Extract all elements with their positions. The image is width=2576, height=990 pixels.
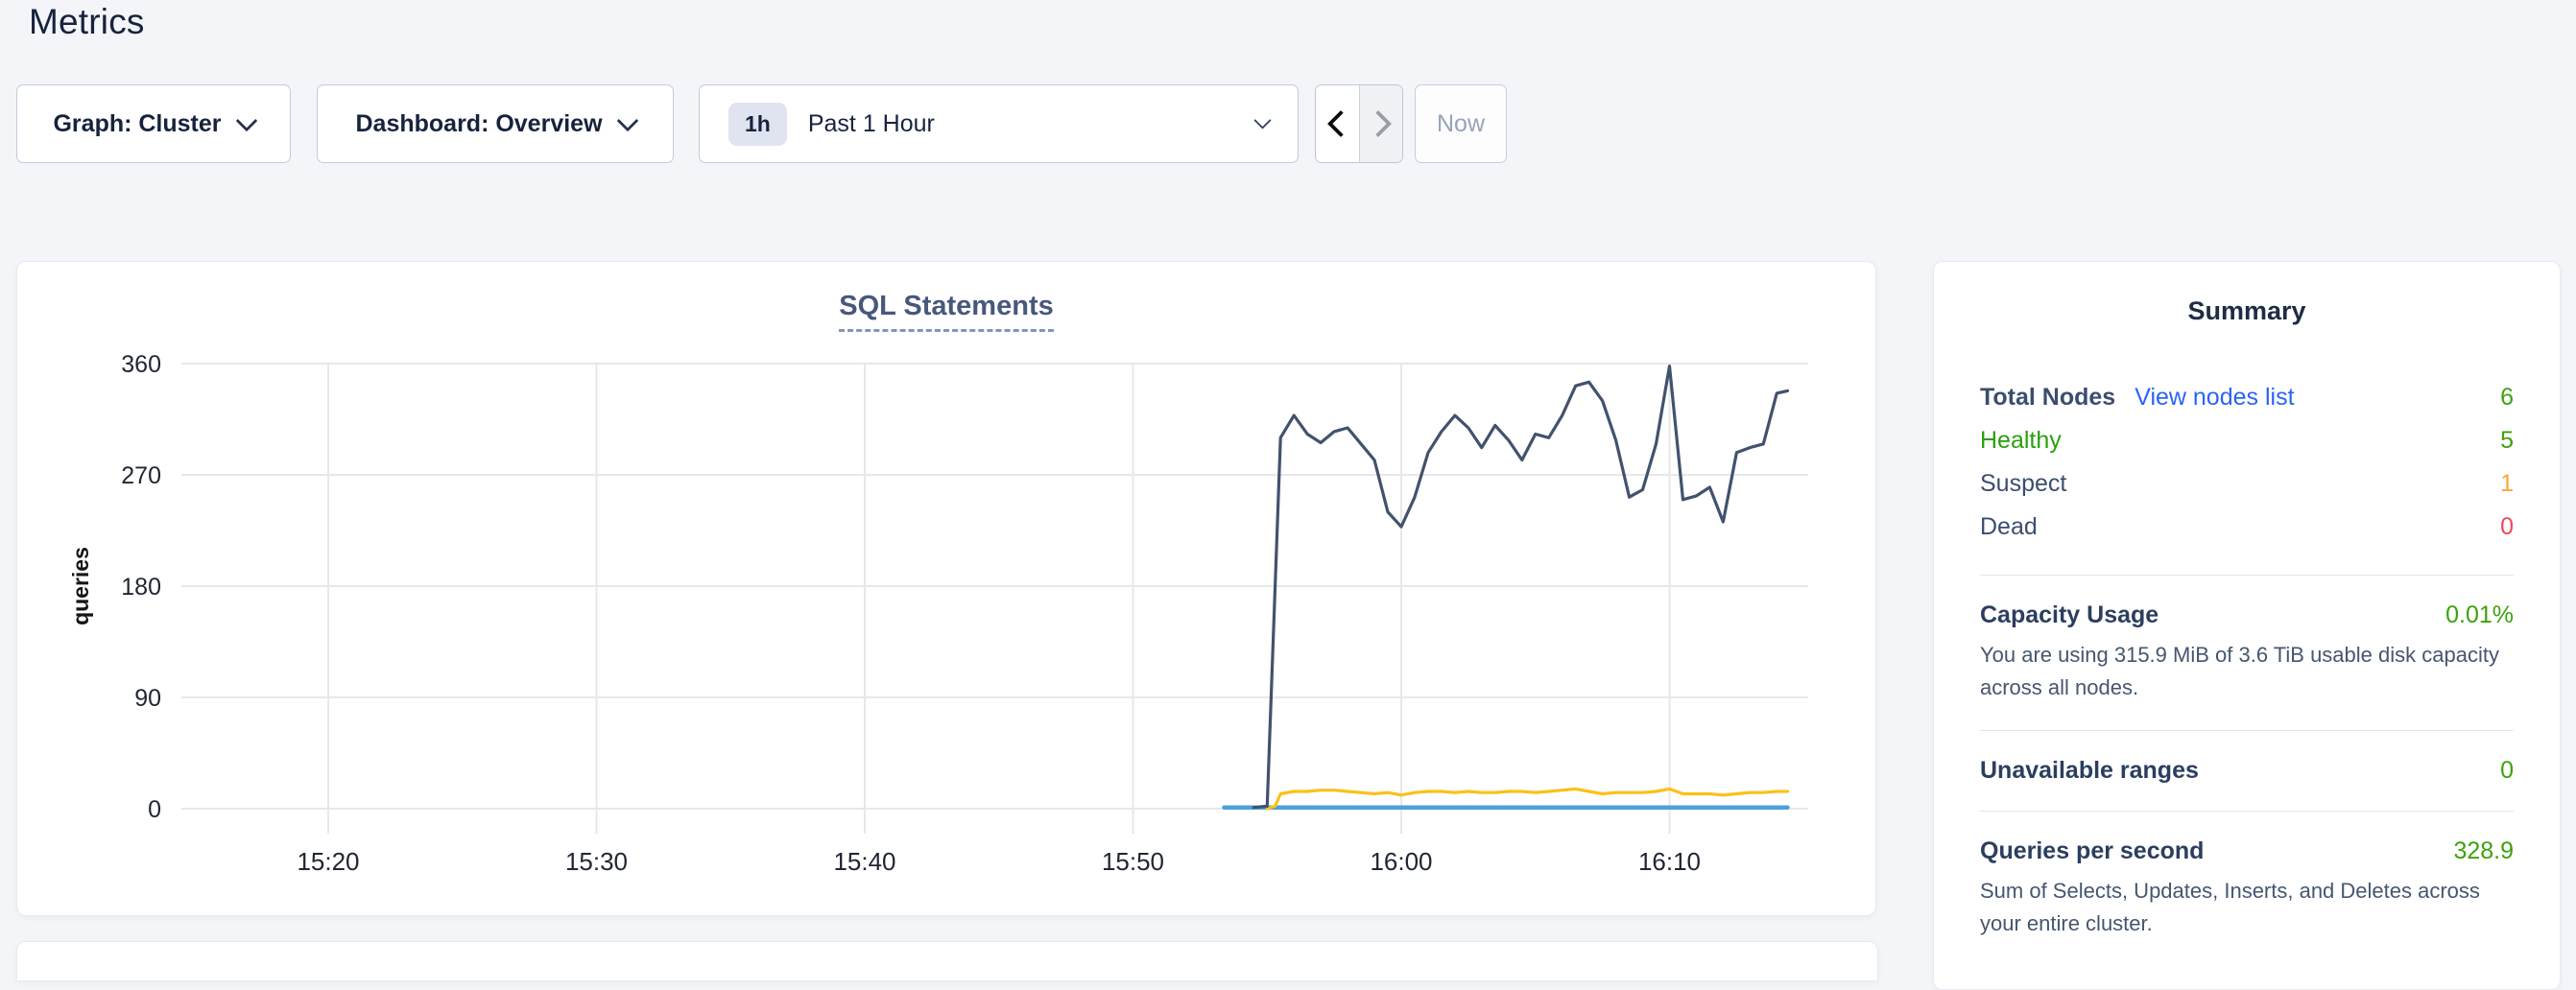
unavailable-ranges-label: Unavailable ranges xyxy=(1980,757,2199,784)
y-tick-label: 180 xyxy=(121,574,161,601)
queries-per-second-value: 328.9 xyxy=(2453,837,2514,864)
total-nodes-label: Total Nodes xyxy=(1980,384,2116,411)
view-nodes-list-link[interactable]: View nodes list xyxy=(2135,384,2295,411)
chevron-right-icon xyxy=(1364,109,1393,138)
divider xyxy=(1980,811,2514,812)
summary-panel: Summary Total Nodes View nodes list 6 He… xyxy=(1933,261,2561,990)
chevron-left-icon xyxy=(1326,109,1354,138)
y-axis-title: queries xyxy=(68,547,93,625)
time-forward-button[interactable] xyxy=(1359,85,1402,162)
capacity-usage-description: You are using 315.9 MiB of 3.6 TiB usabl… xyxy=(1980,643,2499,699)
chart-title-row: SQL Statements xyxy=(17,291,1875,332)
graph-selector-label: Graph: Cluster xyxy=(53,109,222,137)
time-range-badge: 1h xyxy=(728,102,787,146)
capacity-usage-value: 0.01% xyxy=(2445,601,2514,628)
node-status-rows: Total Nodes View nodes list 6 Healthy 5 … xyxy=(1980,376,2514,549)
healthy-nodes-value: 5 xyxy=(2500,427,2514,454)
chart-title[interactable]: SQL Statements xyxy=(839,291,1054,332)
queries-per-second-section: Queries per second 328.9 Sum of Selects,… xyxy=(1980,837,2514,940)
sql-statements-chart-card: SQL Statements 0 90 180 270 360 15:20 15:30 15:… xyxy=(16,261,1876,916)
x-tick-label: 16:10 xyxy=(1638,847,1701,876)
x-tick-label: 15:50 xyxy=(1102,847,1164,876)
divider xyxy=(1980,575,2514,576)
dead-nodes-row: Dead 0 xyxy=(1980,506,2514,549)
chart-yellow-line xyxy=(1265,787,1790,811)
dashboard-selector-label: Dashboard: Overview xyxy=(355,109,603,137)
total-nodes-value: 6 xyxy=(2500,384,2514,411)
next-chart-card-partial xyxy=(16,941,1878,981)
x-tick-label: 15:20 xyxy=(297,847,359,876)
unavailable-ranges-section: Unavailable ranges 0 xyxy=(1980,757,2514,785)
time-step-buttons xyxy=(1315,84,1403,163)
dead-nodes-value: 0 xyxy=(2500,513,2514,540)
y-tick-label: 360 xyxy=(121,351,161,378)
sql-statements-chart: 0 90 180 270 360 15:20 15:30 15:40 15:50 16:00 16:… xyxy=(68,351,1808,876)
suspect-nodes-label: Suspect xyxy=(1980,470,2067,497)
now-button[interactable]: Now xyxy=(1415,84,1508,163)
dead-nodes-label: Dead xyxy=(1980,513,2038,540)
controls-bar: Graph: Cluster Dashboard: Overview 1h Pa… xyxy=(16,84,1508,163)
unavailable-ranges-value: 0 xyxy=(2500,757,2514,784)
capacity-usage-section: Capacity Usage 0.01% You are using 315.9… xyxy=(1980,601,2514,704)
x-tick-label: 15:40 xyxy=(833,847,895,876)
time-range-label: Past 1 Hour xyxy=(807,109,935,137)
dashboard-selector-dropdown[interactable]: Dashboard: Overview xyxy=(317,84,674,163)
graph-selector-dropdown[interactable]: Graph: Cluster xyxy=(16,84,291,163)
queries-per-second-label: Queries per second xyxy=(1980,837,2205,864)
suspect-nodes-row: Suspect 1 xyxy=(1980,462,2514,506)
healthy-nodes-label: Healthy xyxy=(1980,427,2062,454)
chart-dark-blue-line xyxy=(1252,364,1790,810)
y-tick-label: 0 xyxy=(148,796,161,823)
total-nodes-row: Total Nodes View nodes list 6 xyxy=(1980,376,2514,419)
summary-title: Summary xyxy=(2187,296,2306,325)
x-tick-label: 16:00 xyxy=(1370,847,1432,876)
x-tick-label: 15:30 xyxy=(565,847,628,876)
chevron-down-icon xyxy=(1253,111,1272,130)
time-back-button[interactable] xyxy=(1316,85,1359,162)
time-range-dropdown[interactable]: 1h Past 1 Hour xyxy=(699,84,1299,163)
capacity-usage-label: Capacity Usage xyxy=(1980,601,2159,628)
healthy-nodes-row: Healthy 5 xyxy=(1980,419,2514,462)
divider xyxy=(1980,730,2514,731)
suspect-nodes-value: 1 xyxy=(2500,470,2514,497)
chevron-down-icon xyxy=(235,109,257,131)
queries-per-second-description: Sum of Selects, Updates, Inserts, and De… xyxy=(1980,879,2480,935)
y-tick-label: 90 xyxy=(134,685,161,712)
chevron-down-icon xyxy=(616,109,638,131)
page-title: Metrics xyxy=(29,2,145,41)
y-tick-label: 270 xyxy=(121,462,161,489)
